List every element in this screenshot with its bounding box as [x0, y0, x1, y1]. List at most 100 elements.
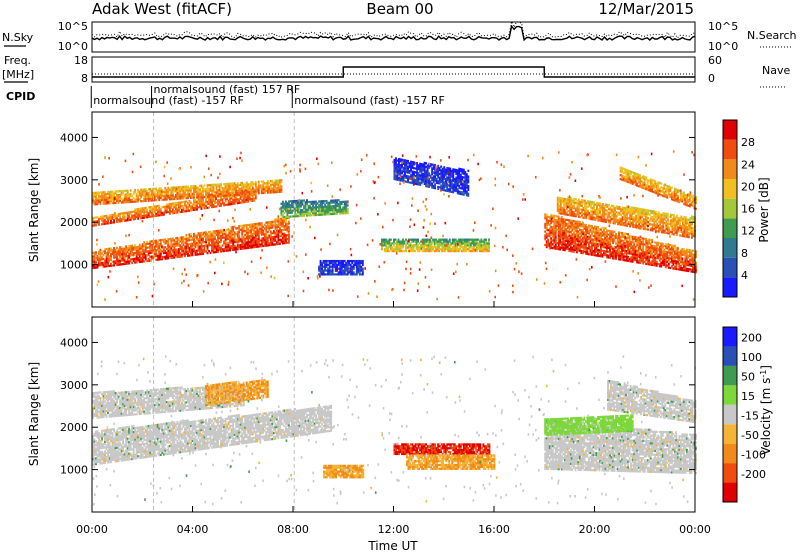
heatmap-cell [426, 248, 429, 251]
heatmap-cell [346, 208, 349, 211]
heatmap-cell [459, 246, 462, 249]
heatmap-cell [283, 212, 286, 215]
heatmap-cell [345, 273, 348, 276]
heatmap-cell [471, 248, 474, 251]
heatmap-cell [399, 167, 402, 171]
heatmap-cell [400, 248, 403, 251]
heatmap-cell [419, 170, 422, 173]
heatmap-cell [260, 180, 263, 183]
heatmap-cell [405, 176, 408, 180]
heatmap-cell [438, 176, 441, 179]
heatmap-cell [303, 214, 305, 217]
heatmap-cell [200, 249, 203, 252]
heatmap-cell [104, 248, 106, 251]
heatmap-cell [143, 241, 146, 244]
heatmap-cell [164, 187, 167, 190]
heatmap-cell [448, 248, 451, 251]
heatmap-cell [402, 244, 404, 247]
heatmap-cell [134, 200, 137, 203]
heatmap-cell [168, 208, 171, 211]
heatmap-cell [245, 246, 248, 250]
heatmap-cell [411, 238, 413, 241]
heatmap-cell [286, 204, 289, 207]
heatmap-cell [227, 199, 230, 202]
heatmap-cell [117, 195, 120, 199]
heatmap-cell [325, 213, 328, 216]
heatmap-cell [230, 197, 233, 200]
heatmap-cell [162, 250, 165, 253]
heatmap-cell [116, 254, 119, 257]
heatmap-cell [200, 252, 203, 256]
heatmap-cell [277, 242, 280, 246]
heatmap-cell [141, 209, 144, 212]
heatmap-cell [394, 249, 397, 253]
heatmap-cell [92, 216, 94, 220]
heatmap-cell [111, 190, 114, 193]
heatmap-cell [277, 188, 280, 192]
heatmap-cell [208, 193, 210, 196]
heatmap-cell [352, 267, 355, 270]
heatmap-cell [247, 185, 250, 188]
heatmap-cell [149, 211, 152, 215]
heatmap-cell [125, 197, 128, 200]
heatmap-cell [239, 201, 242, 204]
heatmap-cell [177, 250, 180, 253]
heatmap-cell [236, 198, 239, 201]
heatmap-cell [123, 262, 126, 266]
heatmap-cell [217, 248, 220, 251]
heatmap-cell [159, 248, 162, 251]
heatmap-cell [126, 195, 129, 198]
heatmap-cell [140, 258, 143, 261]
heatmap-cell [346, 210, 349, 213]
heatmap-cell [410, 166, 412, 169]
heatmap-cell [205, 193, 207, 197]
heatmap-cell [339, 206, 342, 209]
heatmap-cell [474, 240, 477, 243]
heatmap-cell [218, 204, 221, 208]
heatmap-cell [227, 182, 230, 185]
heatmap-cell [415, 244, 418, 247]
heatmap-cell [266, 225, 269, 228]
heatmap-cell [250, 194, 253, 197]
heatmap-cell [199, 235, 201, 239]
heatmap-cell [217, 191, 220, 194]
heatmap-cell [460, 240, 463, 243]
heatmap-cell [241, 243, 244, 246]
heatmap-cell [465, 244, 468, 247]
heatmap-cell [93, 191, 96, 195]
heatmap-cell [180, 249, 183, 252]
heatmap-cell [149, 188, 152, 191]
heatmap-cell [129, 246, 132, 249]
heatmap-cell [193, 250, 195, 253]
heatmap-cell [105, 220, 108, 223]
heatmap-cell [122, 257, 125, 260]
heatmap-cell [318, 204, 321, 207]
heatmap-cell [125, 199, 128, 202]
heatmap-cell [402, 238, 404, 241]
heatmap-cell [324, 259, 327, 263]
heatmap-cell [141, 211, 144, 214]
heatmap-cell [422, 167, 425, 170]
heatmap-cell [274, 226, 277, 229]
heatmap-cell [284, 224, 287, 227]
heatmap-cell [396, 246, 398, 249]
heatmap-cell [156, 189, 159, 192]
heatmap-cell [96, 220, 99, 223]
heatmap-cell [179, 187, 182, 191]
heatmap-cell [144, 244, 147, 248]
heatmap-cell [165, 211, 168, 214]
heatmap-cell [147, 212, 150, 215]
heatmap-cell [218, 231, 221, 234]
heatmap-cell [422, 176, 425, 179]
heatmap-cell [287, 211, 290, 214]
heatmap-cell [206, 193, 209, 196]
heatmap-cell [155, 253, 158, 256]
heatmap-cell [361, 263, 364, 266]
heatmap-cell [266, 185, 269, 189]
heatmap-cell [340, 259, 343, 263]
heatmap-cell [360, 267, 363, 270]
heatmap-cell [152, 243, 155, 247]
heatmap-cell [453, 238, 456, 241]
heatmap-cell [242, 226, 245, 229]
heatmap-cell [226, 197, 229, 201]
